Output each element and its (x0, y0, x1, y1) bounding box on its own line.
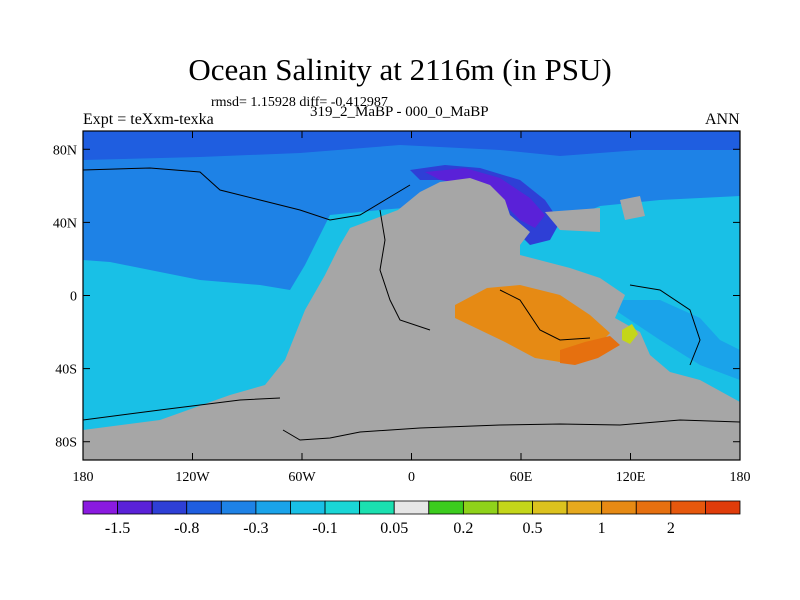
x-tick-label: 120E (616, 470, 646, 485)
field-northern-ocean (83, 131, 740, 290)
x-tick-label: 60E (510, 470, 533, 485)
y-tick-label: 80N (53, 143, 77, 158)
colorbar-box-11 (462, 500, 499, 515)
y-tick-label: 40N (53, 216, 77, 231)
chart-title: Ocean Salinity at 2116m (in PSU) (188, 52, 612, 87)
experiment-label: Expt = teXxm-texka (83, 111, 214, 128)
field-warm-anomaly (455, 285, 610, 362)
colorbar-box-16 (635, 500, 672, 515)
x-tick-label: 180 (73, 470, 94, 485)
period-label: 319_2_MaBP - 000_0_MaBP (310, 104, 489, 120)
colorbar-box-3 (186, 500, 222, 515)
colorbar-box-10 (428, 500, 464, 515)
colorbar-box-7 (324, 500, 361, 515)
colorbar-box-14 (566, 500, 603, 515)
field-arctic-band (83, 131, 740, 160)
coastline-north (83, 167, 411, 221)
x-axis: 180 120W 60W 0 60E 120E 180 (73, 131, 751, 485)
field-land-islands (620, 196, 645, 220)
field-hotspot (622, 324, 638, 344)
colorbar-label: 2 (667, 520, 675, 537)
coastline-far-east (629, 284, 701, 366)
map-field (83, 131, 740, 460)
coastline-southwest (83, 397, 281, 421)
y-tick-label: 0 (70, 290, 77, 305)
colorbar-label: -0.8 (174, 520, 199, 537)
colorbar-label: -0.1 (312, 520, 337, 537)
colorbar-box-6 (290, 500, 326, 515)
coastline-central (379, 209, 431, 331)
colorbar-label: 0.5 (523, 520, 543, 537)
colorbar-box-18 (705, 500, 741, 515)
colorbar-box-5 (255, 500, 291, 515)
x-tick-label: 60W (288, 470, 316, 485)
colorbar-box-12 (497, 500, 533, 515)
x-tick-label: 180 (730, 470, 751, 485)
field-tethys-plume (410, 165, 560, 245)
stats-label: rmsd= 1.15928 diff= -0.412987 (211, 95, 388, 110)
continent-outlines (83, 167, 740, 441)
colorbar-box-2 (151, 500, 188, 515)
colorbar-box-17 (670, 500, 706, 515)
colorbar-box-0 (82, 500, 118, 515)
colorbar-box-15 (601, 500, 637, 515)
y-axis: 80N 40N 0 40S 80S (53, 143, 740, 451)
field-land-se (545, 208, 600, 232)
coastline-south (282, 419, 740, 441)
field-land (83, 178, 740, 460)
colorbar-label: -1.5 (105, 520, 130, 537)
coastline-east (499, 289, 591, 341)
colorbar-box-4 (220, 500, 257, 515)
colorbar-box-8 (359, 500, 395, 515)
y-tick-label: 40S (55, 363, 77, 378)
y-tick-label: 80S (55, 436, 77, 451)
colorbar-label: 0.2 (453, 520, 473, 537)
x-tick-label: 0 (408, 470, 415, 485)
field-tethys-low (425, 168, 545, 228)
field-warm-anomaly-core (560, 336, 620, 365)
colorbar-box-13 (532, 500, 568, 515)
colorbar-box-9 (393, 500, 430, 515)
field-eastern-ocean (600, 300, 740, 380)
colorbar-label: 1 (598, 520, 606, 537)
colorbar-box-1 (117, 500, 153, 515)
season-label: ANN (705, 111, 740, 128)
x-tick-label: 120W (175, 470, 210, 485)
colorbar: -1.5 -0.8 -0.3 -0.1 0.05 0.2 0.5 1 2 (82, 500, 741, 537)
colorbar-label: 0.05 (380, 520, 408, 537)
colorbar-label: -0.3 (243, 520, 268, 537)
